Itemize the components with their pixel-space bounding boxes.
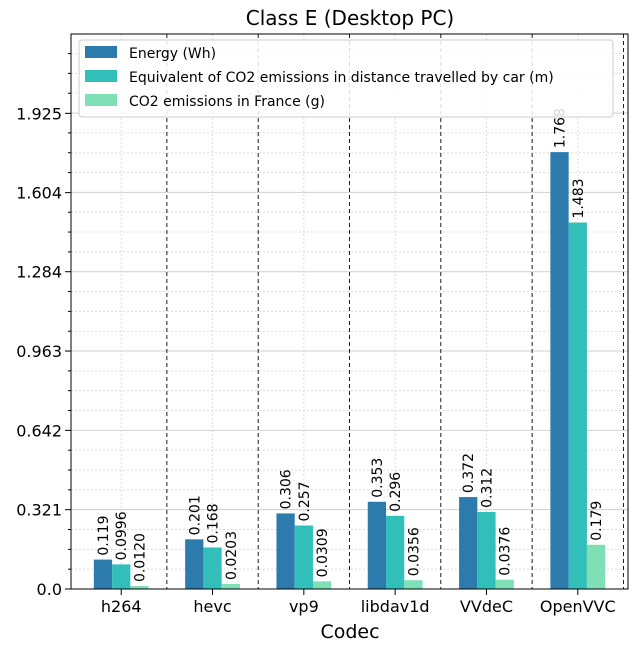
- legend-swatch: [85, 70, 117, 82]
- y-tick-label: 0.963: [16, 342, 62, 361]
- bar-labels: 0.119 0.201 0.306 0.353 0.372 1.768 0.0996 0.16…: [96, 108, 605, 582]
- x-tick-label: OpenVVC: [540, 597, 616, 616]
- y-tick-label: 0.642: [16, 421, 62, 440]
- y-axis: 0.0 0.321 0.642 0.963 1.284 1.604 1.925: [16, 53, 71, 599]
- x-tick-label: hevc: [193, 597, 231, 616]
- bar: [294, 525, 313, 589]
- bar: [568, 222, 587, 589]
- bar-value-label: 0.0309: [315, 528, 331, 577]
- y-tick-label: 0.0: [37, 580, 62, 599]
- bar: [312, 581, 332, 589]
- bar-value-label: 0.0120: [132, 533, 148, 582]
- x-axis-title: Codec: [320, 621, 379, 643]
- bar-value-label: 0.0356: [406, 527, 422, 576]
- bar-value-label: 1.483: [571, 178, 587, 218]
- legend-swatch: [85, 46, 117, 58]
- bar: [221, 583, 240, 589]
- group-separators: [166, 34, 624, 589]
- bar-value-label: 1.768: [553, 108, 569, 148]
- legend-label: Energy (Wh): [129, 46, 216, 62]
- legend-swatch: [85, 94, 117, 106]
- y-tick-label: 1.284: [16, 263, 62, 282]
- x-tick-label: vp9: [289, 597, 319, 616]
- bar: [459, 497, 478, 589]
- bar: [93, 559, 113, 589]
- bar-value-label: 0.168: [206, 503, 222, 543]
- x-tick-label: VVdeC: [460, 597, 513, 616]
- legend-label: CO2 emissions in France (g): [129, 94, 325, 110]
- x-axis: h264 hevc vp9 libdav1d VVdeC OpenVVC: [101, 589, 616, 616]
- x-tick-label: libdav1d: [361, 597, 430, 616]
- bar-value-label: 0.306: [279, 469, 295, 509]
- bar: [203, 547, 222, 589]
- bar-value-label: 0.372: [461, 453, 477, 493]
- bar-value-label: 0.257: [297, 481, 313, 521]
- y-tick-label: 1.925: [16, 104, 62, 123]
- bar: [550, 152, 569, 590]
- bars: [93, 152, 606, 590]
- bar-value-label: 0.312: [479, 468, 495, 508]
- bar: [495, 579, 514, 589]
- legend: Energy (Wh) Equivalent of CO2 emissions i…: [78, 39, 614, 118]
- x-tick-label: h264: [101, 597, 142, 616]
- bar: [386, 515, 405, 589]
- bar: [185, 539, 204, 589]
- bar-value-label: 0.179: [589, 501, 605, 541]
- bar-value-label: 0.0996: [114, 511, 130, 560]
- y-tick-label: 1.604: [16, 184, 62, 203]
- bar: [477, 511, 496, 589]
- bar: [112, 564, 131, 589]
- bar: [367, 501, 387, 589]
- y-tick-label: 0.321: [16, 501, 62, 520]
- bar: [586, 544, 606, 589]
- bar-value-label: 0.353: [370, 458, 386, 498]
- bar-value-label: 0.0203: [224, 531, 240, 580]
- bar: [404, 580, 423, 589]
- legend-label: Equivalent of CO2 emissions in distance …: [129, 70, 554, 86]
- bar-value-label: 0.0376: [498, 527, 514, 576]
- legend-box: [78, 39, 614, 118]
- chart-title: Class E (Desktop PC): [246, 6, 454, 30]
- bar-value-label: 0.201: [187, 495, 203, 535]
- bar: [130, 586, 149, 589]
- bar: [276, 513, 295, 589]
- bar-value-label: 0.296: [388, 472, 404, 512]
- bar-value-label: 0.119: [96, 516, 112, 556]
